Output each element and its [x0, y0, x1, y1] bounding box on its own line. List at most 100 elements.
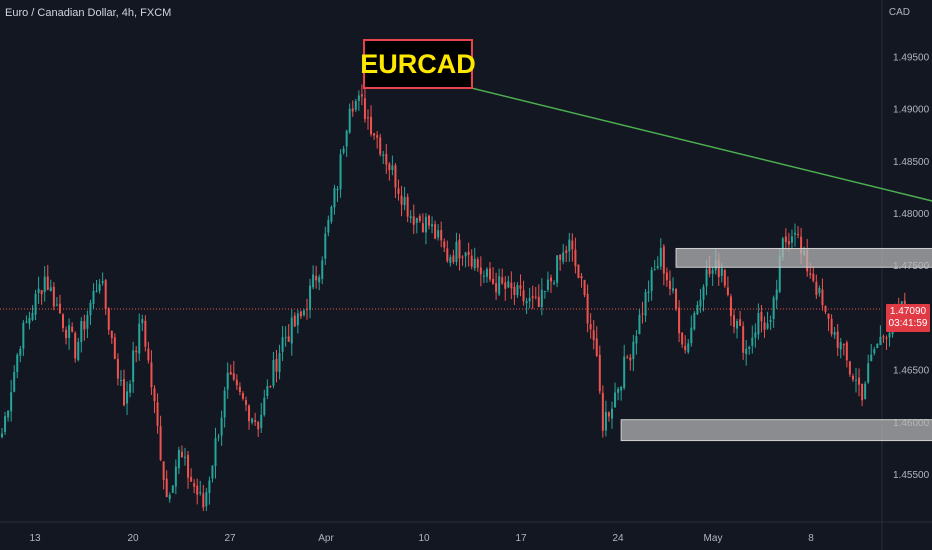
candle-body	[406, 196, 409, 217]
descending-trendline	[367, 61, 932, 202]
candle-body	[266, 386, 269, 396]
candle-body	[815, 281, 818, 295]
candle-body	[592, 330, 595, 341]
candle-body	[601, 392, 604, 431]
candle-body	[245, 400, 247, 405]
candle-body	[760, 311, 763, 322]
candle-body	[632, 341, 635, 360]
candle-body	[501, 277, 504, 284]
candle-body	[769, 319, 772, 323]
candle-body	[284, 337, 287, 339]
candle-body	[434, 224, 437, 239]
candle-body	[827, 313, 830, 319]
candle-body	[733, 315, 735, 327]
candle-body	[470, 255, 473, 267]
candle-body	[495, 283, 498, 293]
candle-body	[443, 241, 446, 248]
candle-body	[156, 402, 159, 426]
candle-body	[275, 358, 278, 372]
candle-body	[89, 302, 92, 316]
candle-body	[787, 241, 790, 245]
candle-body	[553, 282, 556, 284]
candle-body	[546, 279, 549, 290]
candle-body	[507, 281, 510, 288]
candle-body	[708, 267, 711, 275]
candle-body	[373, 133, 376, 136]
candle-body	[229, 372, 232, 375]
candle-body	[565, 250, 568, 254]
candle-body	[647, 291, 650, 294]
candle-body	[623, 356, 626, 388]
candle-body	[336, 188, 339, 191]
candle-body	[126, 391, 129, 404]
x-tick-label: 24	[612, 533, 624, 544]
y-tick-label: 1.49500	[893, 52, 930, 63]
x-tick-label: 20	[127, 533, 139, 544]
candle-body	[531, 296, 534, 298]
candle-body	[598, 354, 601, 392]
candle-body	[687, 343, 690, 353]
candle-body	[678, 307, 681, 334]
candle-body	[40, 290, 43, 295]
candle-body	[418, 216, 421, 222]
candle-body	[223, 390, 226, 418]
current-price-value: 1.47090	[889, 306, 927, 317]
candle-body	[302, 310, 305, 316]
candle-body	[330, 206, 333, 222]
candle-body	[104, 280, 107, 310]
candle-body	[132, 350, 135, 383]
candle-body	[165, 478, 168, 498]
candle-body	[290, 317, 293, 344]
candle-body	[360, 94, 363, 97]
candle-body	[510, 282, 513, 289]
candle-body	[83, 321, 86, 330]
candle-body	[479, 267, 482, 275]
resistance-zone	[675, 247, 932, 268]
candle-body	[62, 314, 64, 328]
candle-body	[580, 276, 583, 279]
candle-body	[162, 461, 165, 481]
candle-body	[321, 260, 324, 279]
candle-body	[269, 386, 272, 388]
candle-body	[589, 324, 592, 330]
candle-body	[235, 379, 238, 386]
candle-body	[49, 287, 52, 291]
candle-body	[492, 278, 495, 284]
candle-body	[43, 276, 46, 293]
candle-body	[357, 95, 360, 101]
candle-body	[775, 289, 778, 300]
candle-body	[318, 277, 321, 283]
candle-body	[885, 337, 888, 339]
candle-body	[174, 466, 177, 487]
candle-body	[367, 117, 369, 119]
candle-body	[339, 154, 342, 190]
candle-body	[513, 286, 516, 296]
candle-body	[388, 163, 391, 170]
candle-body	[370, 116, 373, 135]
candle-body	[202, 493, 205, 508]
candle-body	[873, 349, 876, 354]
y-tick-label: 1.48000	[893, 209, 930, 220]
chart-title: Euro / Canadian Dollar, 4h, FXCM	[5, 7, 172, 19]
candle-body	[397, 188, 400, 194]
candle-body	[772, 297, 775, 319]
candle-body	[159, 426, 162, 460]
candle-body	[742, 326, 745, 353]
candle-body	[739, 319, 742, 327]
candle-body	[251, 418, 254, 423]
candle-body	[620, 386, 623, 391]
candle-body	[485, 269, 488, 277]
candle-body	[559, 254, 562, 260]
candle-body	[644, 292, 647, 316]
candle-body	[699, 299, 702, 307]
candle-body	[309, 285, 312, 310]
candle-body	[745, 348, 748, 355]
candle-body	[363, 98, 366, 120]
candle-body	[101, 281, 104, 284]
y-tick-label: 1.46500	[893, 366, 930, 377]
candle-body	[376, 135, 379, 138]
candle-body	[540, 289, 543, 308]
candle-body	[595, 338, 598, 356]
candle-body	[241, 393, 244, 399]
